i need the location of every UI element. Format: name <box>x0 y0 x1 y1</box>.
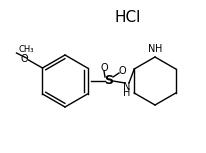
Text: H: H <box>154 44 162 54</box>
Text: CH₃: CH₃ <box>18 45 34 54</box>
Text: O: O <box>100 63 107 73</box>
Text: O: O <box>21 54 28 64</box>
Text: O: O <box>118 66 125 76</box>
Text: S: S <box>104 75 113 88</box>
Text: N: N <box>147 44 155 54</box>
Text: N: N <box>123 82 130 92</box>
Text: H: H <box>123 88 130 98</box>
Text: HCl: HCl <box>114 11 140 26</box>
